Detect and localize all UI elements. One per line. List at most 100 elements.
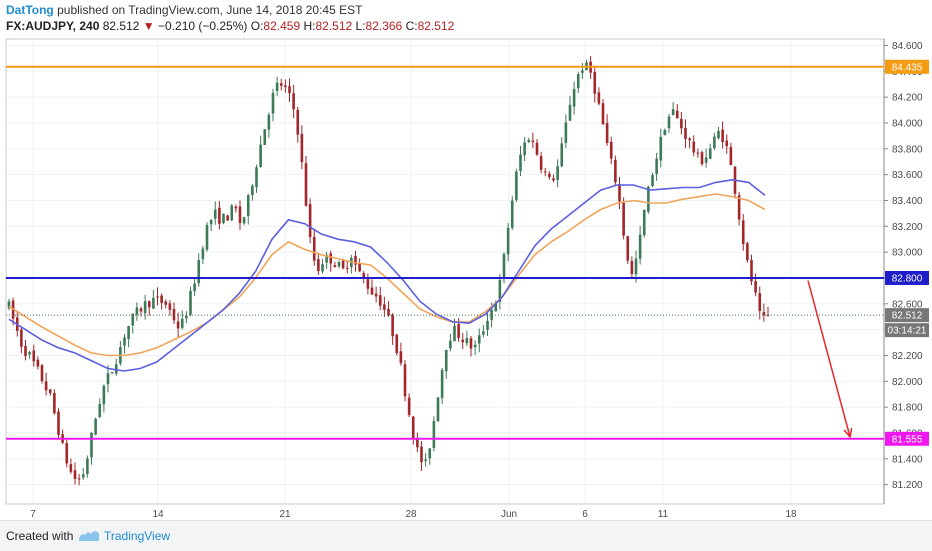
candle-body (168, 303, 172, 310)
countdown-label: 03:14:21 (888, 326, 927, 337)
candle (185, 311, 188, 324)
candle-body (560, 143, 564, 167)
candle (213, 201, 217, 225)
candle-body (94, 418, 97, 435)
level-label-bg-support (885, 431, 929, 446)
candle (403, 360, 407, 402)
candle-body (416, 439, 419, 448)
candle-body (205, 224, 209, 250)
candle-body (292, 93, 295, 110)
candle (172, 302, 176, 325)
candle-body (671, 109, 675, 116)
candle (218, 200, 221, 230)
candle (69, 458, 73, 474)
candle (597, 87, 601, 106)
candle (370, 279, 374, 295)
candle (90, 431, 93, 465)
candle-body (630, 260, 634, 275)
candle-body (486, 321, 489, 330)
candle (24, 339, 27, 361)
candle-body (341, 260, 345, 269)
open-label: O: (250, 19, 264, 33)
candle-body (106, 373, 110, 385)
author-name[interactable]: DatTong (6, 3, 54, 17)
y-tick-label: 83.400 (892, 196, 923, 207)
candle-body (263, 129, 267, 145)
candle (605, 114, 609, 146)
candle (279, 78, 283, 91)
level-label-support: 81.555 (892, 434, 923, 445)
candle-body (135, 307, 139, 315)
x-tick-label: 6 (582, 509, 588, 520)
candle-body (242, 217, 246, 224)
candle-body (527, 139, 531, 143)
candle (123, 334, 126, 354)
change-text: −0.210 (−0.25%) (158, 19, 248, 33)
candle (626, 235, 630, 264)
price-axis[interactable]: 84.60084.40084.20084.00083.80083.60083.4… (884, 41, 923, 491)
x-tick-label: 11 (658, 509, 669, 520)
price-chart[interactable]: 84.60084.40084.20084.00083.80083.60083.4… (0, 0, 932, 520)
candle (114, 358, 118, 376)
candle (498, 274, 502, 310)
candle (378, 286, 382, 311)
candle (564, 114, 568, 149)
candle-body (642, 209, 646, 236)
candle (486, 313, 489, 336)
forecast-arrow[interactable] (807, 280, 853, 439)
candle (659, 128, 663, 168)
close-value: 82.512 (417, 19, 455, 33)
candle (449, 333, 452, 352)
candle-body (304, 163, 308, 206)
candle-body (317, 259, 320, 272)
candle-body (605, 123, 609, 143)
y-tick-label: 82.600 (892, 299, 923, 310)
y-tick-label: 81.200 (892, 480, 923, 491)
candle-body (440, 369, 444, 399)
candle (242, 216, 246, 226)
candle-body (647, 186, 650, 212)
candle (164, 299, 168, 309)
candle-body (48, 389, 52, 394)
candle-body (696, 152, 700, 154)
candle-body (255, 167, 258, 187)
candle (57, 408, 60, 439)
candle-body (131, 313, 135, 326)
candle-body (366, 279, 370, 289)
y-tick-label: 84.200 (892, 93, 923, 104)
candle (358, 258, 361, 273)
candle (721, 121, 724, 149)
candle (147, 300, 151, 316)
candle-body (634, 258, 638, 275)
tradingview-brand[interactable]: TradingView (104, 529, 171, 543)
x-tick-label: 14 (152, 509, 164, 520)
candle-body (40, 365, 44, 381)
candle (345, 260, 349, 274)
candle (556, 159, 559, 188)
candle (444, 349, 448, 379)
candle (209, 219, 213, 232)
candle-body (403, 364, 407, 397)
candle-body (226, 215, 229, 221)
horizontal-levels[interactable]: 84.435 82.800 81.555 (6, 59, 929, 446)
candle (73, 462, 77, 485)
tradingview-logo-icon[interactable] (78, 528, 100, 547)
candle (28, 350, 31, 360)
candle (152, 289, 155, 310)
candle-body (77, 478, 81, 480)
forecast-arrow-line[interactable] (807, 280, 851, 438)
candle-body (110, 372, 114, 374)
candle-body (502, 254, 506, 279)
level-label-mid: 82.800 (892, 273, 923, 284)
candle-body (69, 464, 73, 472)
candle-body (333, 265, 337, 268)
close-label: C: (405, 19, 418, 33)
y-tick-label: 83.800 (892, 144, 923, 155)
candle (391, 313, 394, 345)
candle-body (143, 301, 147, 314)
candle-body (543, 171, 547, 173)
candle-body (659, 136, 663, 161)
candle-body (345, 267, 349, 269)
candle-body (638, 234, 642, 259)
time-axis[interactable]: 7 14 21 28 Jun 6 11 18 (30, 509, 797, 520)
